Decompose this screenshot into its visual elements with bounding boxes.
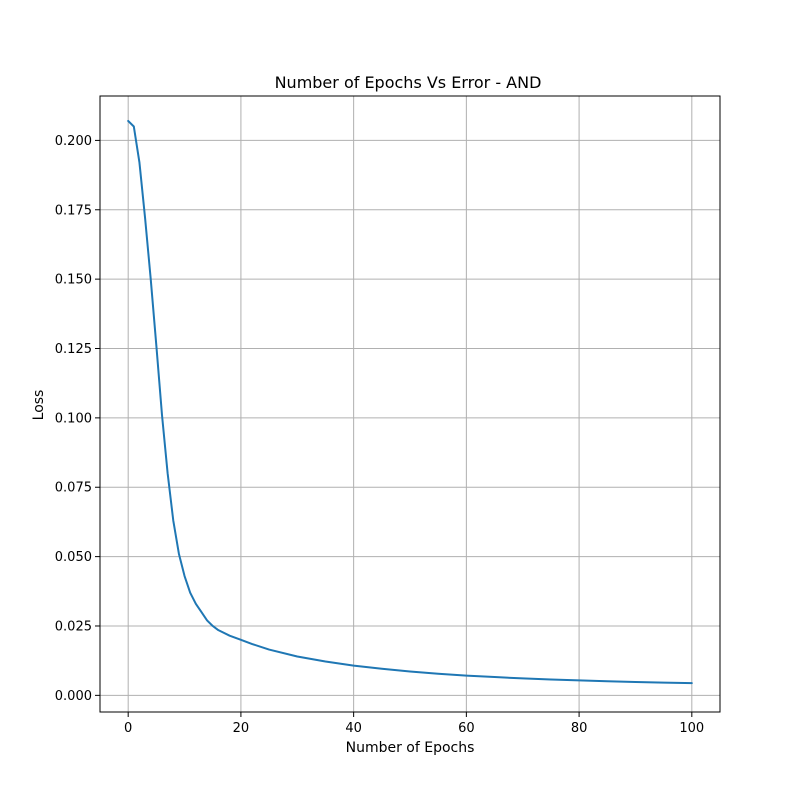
grid-layer	[100, 96, 720, 712]
y-tick-label: 0.175	[55, 203, 92, 218]
y-tick-label: 0.200	[55, 134, 92, 149]
y-tick-label: 0.050	[55, 550, 92, 565]
x-tick-label: 60	[458, 721, 475, 736]
x-tick-label: 20	[233, 721, 250, 736]
y-tick-label: 0.000	[55, 689, 92, 704]
x-tick-label: 80	[571, 721, 588, 736]
x-tick-label: 40	[345, 721, 362, 736]
x-axis-label: Number of Epochs	[346, 740, 475, 756]
y-tick-label: 0.075	[55, 481, 92, 496]
y-tick-label: 0.125	[55, 342, 92, 357]
series-layer	[127, 119, 693, 685]
x-tick-label: 100	[679, 721, 704, 736]
chart-title: Number of Epochs Vs Error - AND	[275, 73, 542, 92]
x-tick-label: 0	[124, 721, 132, 736]
y-tick-label: 0.100	[55, 411, 92, 426]
y-tick-label: 0.150	[55, 273, 92, 288]
loss-series-line	[127, 119, 693, 685]
plot-frame	[99, 95, 721, 713]
y-axis-label: Loss	[31, 390, 47, 421]
y-tick-label: 0.025	[55, 619, 92, 634]
tick-layer: 0 20 40 60 80 100 0.000 0.025 0.050 0.075 0.100 0.1…	[55, 134, 704, 736]
